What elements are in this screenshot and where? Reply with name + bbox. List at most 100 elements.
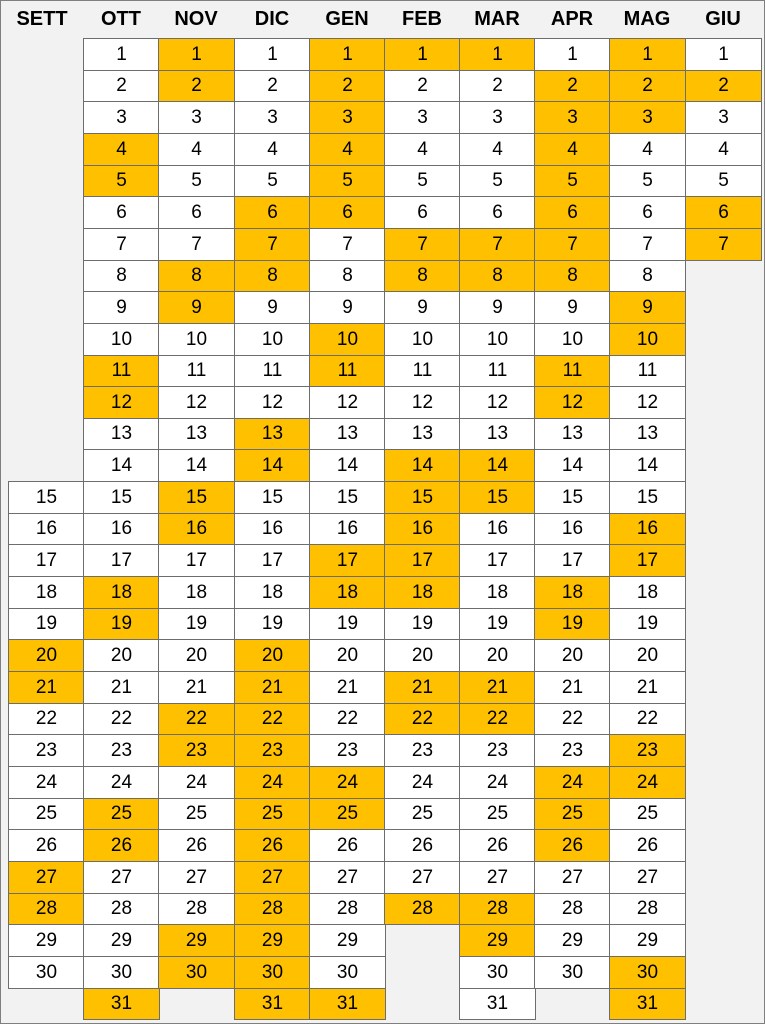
day-cell-dic-17: 17 bbox=[234, 544, 311, 577]
day-cell-mag-14: 14 bbox=[609, 449, 686, 482]
day-cell-mar-4: 4 bbox=[459, 133, 536, 166]
day-cell-feb-27: 27 bbox=[384, 861, 461, 894]
day-cell-apr-20: 20 bbox=[534, 639, 611, 672]
day-cell-gen-28: 28 bbox=[309, 893, 386, 925]
day-cell-apr-26: 26 bbox=[534, 829, 611, 862]
day-cell-mar-8: 8 bbox=[459, 260, 536, 292]
day-cell-apr-28: 28 bbox=[534, 893, 611, 925]
day-cell-apr-1: 1 bbox=[534, 38, 611, 71]
day-cell-dic-13: 13 bbox=[234, 418, 311, 450]
day-cell-nov-30: 30 bbox=[158, 956, 235, 989]
day-cell-ott-6: 6 bbox=[83, 196, 160, 229]
day-cell-feb-11: 11 bbox=[384, 355, 461, 387]
day-cell-mag-29: 29 bbox=[609, 924, 686, 957]
day-cell-nov-28: 28 bbox=[158, 893, 235, 925]
day-cell-giu-2: 2 bbox=[685, 70, 762, 102]
day-cell-apr-30: 30 bbox=[534, 956, 611, 989]
month-header-giu: GIU bbox=[705, 7, 741, 30]
day-cell-giu-4: 4 bbox=[685, 133, 762, 166]
day-cell-gen-27: 27 bbox=[309, 861, 386, 894]
day-cell-nov-2: 2 bbox=[158, 70, 235, 102]
day-cell-apr-2: 2 bbox=[534, 70, 611, 102]
day-cell-sett-30: 30 bbox=[8, 956, 85, 989]
day-cell-dic-10: 10 bbox=[234, 323, 311, 356]
day-cell-apr-14: 14 bbox=[534, 449, 611, 482]
day-cell-gen-2: 2 bbox=[309, 70, 386, 102]
day-cell-apr-7: 7 bbox=[534, 228, 611, 261]
day-cell-nov-16: 16 bbox=[158, 513, 235, 545]
day-cell-gen-13: 13 bbox=[309, 418, 386, 450]
day-cell-ott-29: 29 bbox=[83, 924, 160, 957]
day-cell-apr-5: 5 bbox=[534, 165, 611, 197]
day-cell-mag-10: 10 bbox=[609, 323, 686, 356]
day-cell-mar-27: 27 bbox=[459, 861, 536, 894]
day-cell-nov-6: 6 bbox=[158, 196, 235, 229]
day-cell-gen-20: 20 bbox=[309, 639, 386, 672]
day-cell-mag-17: 17 bbox=[609, 544, 686, 577]
day-cell-mag-15: 15 bbox=[609, 481, 686, 514]
day-cell-mar-20: 20 bbox=[459, 639, 536, 672]
day-cell-sett-23: 23 bbox=[8, 734, 85, 767]
day-cell-apr-23: 23 bbox=[534, 734, 611, 767]
month-header-apr: APR bbox=[550, 7, 594, 30]
day-cell-nov-8: 8 bbox=[158, 260, 235, 292]
day-cell-mar-18: 18 bbox=[459, 576, 536, 609]
day-cell-dic-24: 24 bbox=[234, 766, 311, 799]
day-cell-apr-18: 18 bbox=[534, 576, 611, 609]
day-cell-giu-7: 7 bbox=[685, 228, 762, 261]
day-cell-apr-9: 9 bbox=[534, 291, 611, 324]
day-cell-ott-24: 24 bbox=[83, 766, 160, 799]
day-cell-feb-23: 23 bbox=[384, 734, 461, 767]
day-cell-dic-30: 30 bbox=[234, 956, 311, 989]
day-cell-feb-13: 13 bbox=[384, 418, 461, 450]
day-cell-ott-18: 18 bbox=[83, 576, 160, 609]
day-cell-mag-7: 7 bbox=[609, 228, 686, 261]
day-cell-sett-28: 28 bbox=[8, 893, 85, 925]
day-cell-feb-8: 8 bbox=[384, 260, 461, 292]
day-cell-nov-14: 14 bbox=[158, 449, 235, 482]
day-cell-mar-13: 13 bbox=[459, 418, 536, 450]
day-cell-mar-29: 29 bbox=[459, 924, 536, 957]
day-cell-mar-24: 24 bbox=[459, 766, 536, 799]
day-cell-dic-20: 20 bbox=[234, 639, 311, 672]
day-cell-gen-7: 7 bbox=[309, 228, 386, 261]
day-cell-gen-12: 12 bbox=[309, 386, 386, 419]
day-cell-mag-20: 20 bbox=[609, 639, 686, 672]
day-cell-giu-5: 5 bbox=[685, 165, 762, 197]
day-cell-mag-26: 26 bbox=[609, 829, 686, 862]
day-cell-gen-9: 9 bbox=[309, 291, 386, 324]
day-cell-sett-21: 21 bbox=[8, 671, 85, 704]
day-cell-ott-4: 4 bbox=[83, 133, 160, 166]
day-cell-apr-11: 11 bbox=[534, 355, 611, 387]
month-header-ott: OTT bbox=[101, 7, 141, 30]
day-cell-feb-3: 3 bbox=[384, 101, 461, 134]
day-cell-mag-28: 28 bbox=[609, 893, 686, 925]
day-cell-giu-3: 3 bbox=[685, 101, 762, 134]
day-cell-ott-17: 17 bbox=[83, 544, 160, 577]
day-cell-dic-26: 26 bbox=[234, 829, 311, 862]
day-cell-mag-30: 30 bbox=[609, 956, 686, 989]
day-cell-gen-21: 21 bbox=[309, 671, 386, 704]
day-cell-feb-28: 28 bbox=[384, 893, 461, 925]
day-cell-ott-1: 1 bbox=[83, 38, 160, 71]
day-cell-nov-7: 7 bbox=[158, 228, 235, 261]
day-cell-gen-29: 29 bbox=[309, 924, 386, 957]
day-cell-gen-16: 16 bbox=[309, 513, 386, 545]
day-cell-nov-25: 25 bbox=[158, 798, 235, 830]
day-cell-feb-7: 7 bbox=[384, 228, 461, 261]
month-header-nov: NOV bbox=[174, 7, 218, 30]
day-cell-gen-4: 4 bbox=[309, 133, 386, 166]
day-cell-gen-31: 31 bbox=[309, 988, 386, 1020]
day-cell-nov-4: 4 bbox=[158, 133, 235, 166]
day-cell-gen-18: 18 bbox=[309, 576, 386, 609]
day-cell-mar-2: 2 bbox=[459, 70, 536, 102]
day-cell-gen-14: 14 bbox=[309, 449, 386, 482]
day-cell-ott-14: 14 bbox=[83, 449, 160, 482]
day-cell-gen-30: 30 bbox=[309, 956, 386, 989]
day-cell-feb-5: 5 bbox=[384, 165, 461, 197]
day-cell-nov-11: 11 bbox=[158, 355, 235, 387]
day-cell-mar-6: 6 bbox=[459, 196, 536, 229]
day-cell-feb-6: 6 bbox=[384, 196, 461, 229]
day-cell-ott-28: 28 bbox=[83, 893, 160, 925]
day-cell-mag-8: 8 bbox=[609, 260, 686, 292]
